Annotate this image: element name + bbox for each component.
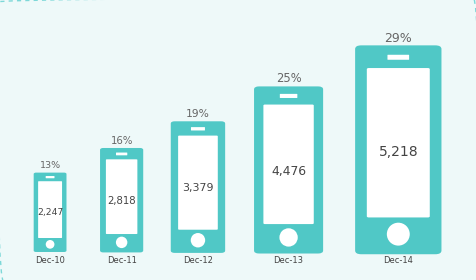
FancyBboxPatch shape [387, 55, 408, 60]
Text: 29%: 29% [384, 32, 411, 45]
FancyBboxPatch shape [366, 68, 429, 218]
Text: 5,218: 5,218 [377, 144, 417, 158]
Text: 4,476: 4,476 [270, 165, 306, 178]
FancyBboxPatch shape [178, 136, 218, 230]
Ellipse shape [386, 223, 409, 246]
Ellipse shape [190, 233, 205, 248]
Ellipse shape [116, 237, 127, 248]
Text: 2,247: 2,247 [37, 209, 63, 218]
Text: Dec-11: Dec-11 [107, 256, 136, 265]
FancyBboxPatch shape [354, 45, 440, 254]
FancyBboxPatch shape [38, 181, 62, 238]
FancyBboxPatch shape [106, 159, 137, 234]
Text: Dec-12: Dec-12 [183, 256, 212, 265]
Text: 13%: 13% [40, 161, 60, 170]
Text: Dec-13: Dec-13 [273, 256, 303, 265]
FancyBboxPatch shape [46, 176, 54, 178]
Text: 3,379: 3,379 [182, 183, 213, 193]
Ellipse shape [279, 228, 297, 247]
FancyBboxPatch shape [116, 153, 127, 155]
Text: 2,818: 2,818 [107, 196, 136, 206]
Ellipse shape [46, 240, 54, 249]
Text: Dec-10: Dec-10 [35, 256, 65, 265]
FancyBboxPatch shape [263, 104, 313, 224]
FancyBboxPatch shape [170, 121, 225, 253]
Text: 19%: 19% [186, 109, 209, 119]
Text: 16%: 16% [110, 136, 132, 146]
FancyBboxPatch shape [100, 148, 143, 253]
FancyBboxPatch shape [190, 127, 205, 130]
Text: Dec-14: Dec-14 [383, 256, 412, 265]
FancyBboxPatch shape [34, 172, 66, 252]
Text: 25%: 25% [275, 72, 301, 85]
FancyBboxPatch shape [279, 94, 297, 98]
FancyBboxPatch shape [254, 87, 322, 253]
